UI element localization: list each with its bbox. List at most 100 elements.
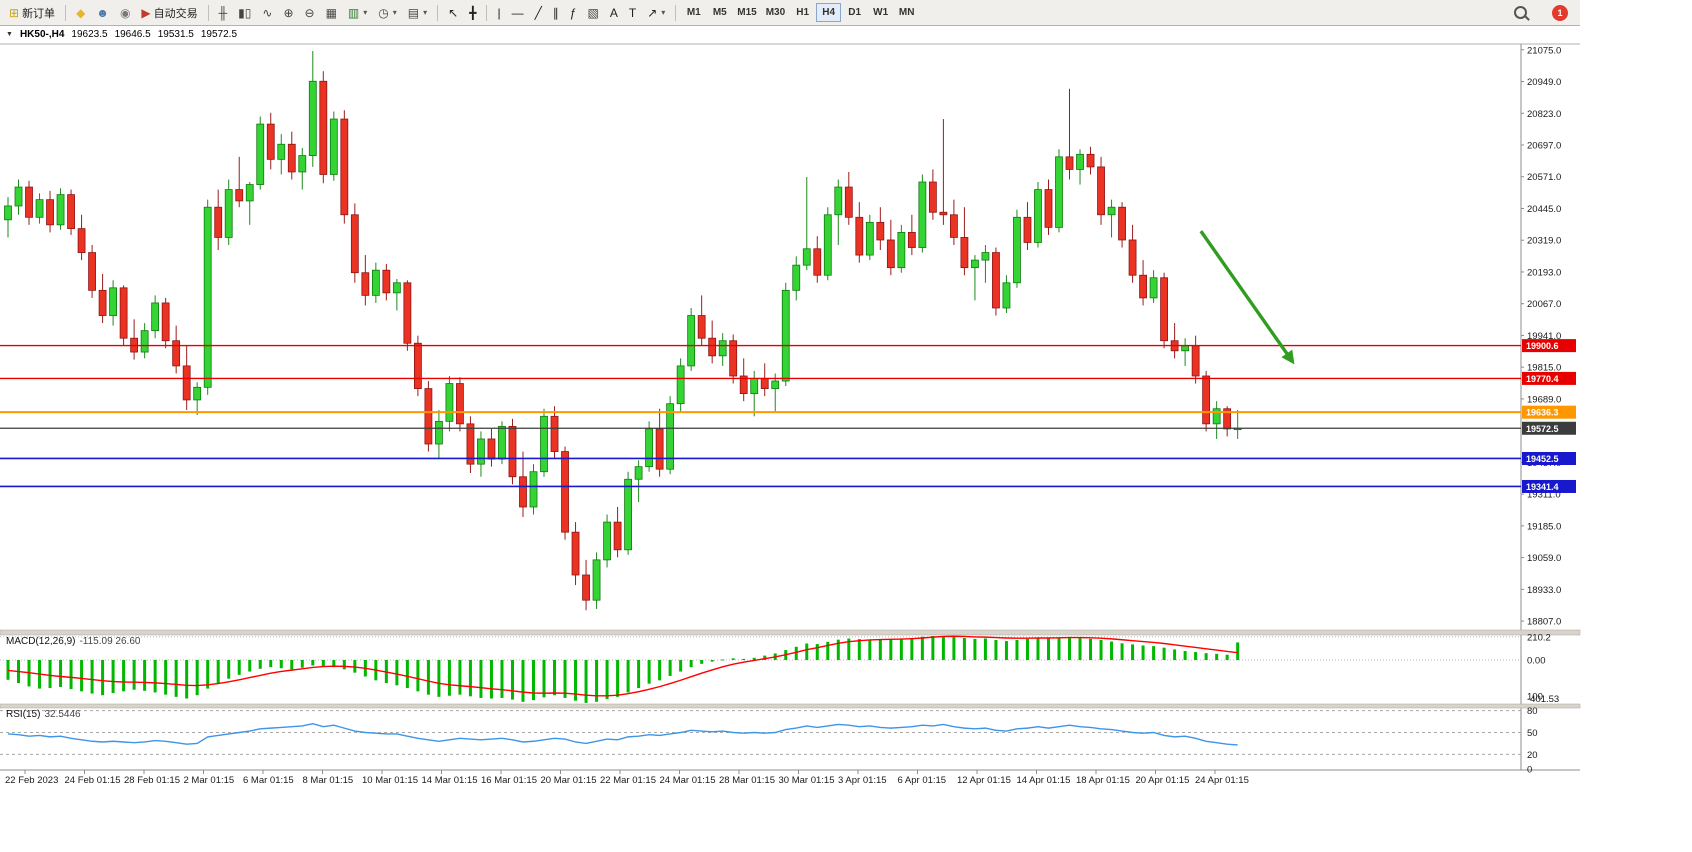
time-axis-label: 30 Mar 01:15 [779,775,835,786]
price-axis[interactable]: 21075.0 20949.0 20823.0 20697.0 20571.0 20445… [1521,45,1561,776]
macd-panel[interactable] [0,636,1521,703]
chart-collapse-icon[interactable]: ▼ [6,31,13,38]
macd-indicator-label[interactable]: MACD(12,26,9) -115.09 26.60 [6,636,140,647]
candle-body [172,340,181,367]
timeframe-button-m15[interactable]: M15 [733,3,760,22]
candle-body [308,80,317,156]
price-axis-label: 21075.0 [1527,45,1561,56]
macd-histogram-bar [153,660,157,693]
macd-histogram-bar [658,660,662,681]
candle-body [992,252,1000,309]
crosshair-button[interactable]: ╋ [464,2,481,23]
macd-histogram-bar [101,660,105,696]
notification-badge[interactable]: 1 [1552,4,1568,21]
macd-histogram-bar [532,660,535,701]
shapes-button[interactable]: ▧ [582,2,603,23]
macd-histogram-bar [1183,650,1187,660]
cursor-button[interactable]: ↖ [443,2,463,23]
symbol-search-button[interactable] [1509,2,1532,23]
templates-button[interactable]: ▤ ▾ [403,2,432,23]
timeframe-button-w1[interactable]: W1 [868,3,893,22]
candle-body [1086,153,1095,168]
candle-body [245,184,254,202]
candle-body [1055,156,1063,228]
annotation-layer [1199,230,1295,365]
candlestick-chart-button[interactable]: ▮▯ [233,2,256,23]
timeframe-button-m5[interactable]: M5 [707,3,732,22]
candle-body [56,194,65,226]
arrows-button[interactable]: ↗ ▾ [642,2,670,23]
macd-histogram-bar [826,641,830,660]
macd-panel-resize-handle[interactable] [0,629,1581,636]
main-chart-area[interactable] [0,46,1521,630]
new-chart-button[interactable]: ▥ ▾ [343,2,372,23]
toolbar-items: ⊞ 新订单 ◆ ☻ ◉ ▶ 自动交易 ╫ ▮▯ ∿ ⊕ ⊖ ▦ ▥ ▾ ◷ ▾ ▤ ▾ ↖ ╋ | — ╱ ∥ ƒ ▧ A T ↗ ▾ M1 M… [4,0,919,25]
label-button[interactable]: T [624,2,641,23]
fibonacci-button[interactable]: ƒ [565,2,582,23]
chart-title-bar: ▼ HK50-,H4 19623.5 19646.5 19531.5 19572… [6,29,237,40]
macd-histogram-bar [132,660,136,690]
autotrading-button[interactable]: ▶ 自动交易 [136,2,202,23]
candle-body [193,386,202,401]
tile-windows-button[interactable]: ▦ [321,2,342,23]
time-axis-label: 6 Mar 01:15 [243,775,294,786]
timeframe-button-h1[interactable]: H1 [790,3,815,22]
candle-body [235,189,244,202]
macd-histogram-bar [80,660,84,692]
macd-histogram-bar [1131,644,1135,660]
zoom-in-button[interactable]: ⊕ [278,2,298,23]
macd-histogram-bar [479,660,483,698]
timeframe-button-d1[interactable]: D1 [842,3,867,22]
macd-histogram-bar [1141,645,1145,660]
timeframe-button-h4[interactable]: H4 [816,3,842,22]
line-chart-button[interactable]: ∿ [257,2,277,23]
candle-body [46,199,54,226]
vertical-line-button[interactable]: | [492,2,505,23]
candle-body [603,521,611,561]
trend-arrow-line[interactable] [1199,230,1290,357]
rsi-panel-resize-handle[interactable] [0,703,1581,709]
time-axis-label: 24 Feb 01:15 [65,775,121,786]
trendline-button[interactable]: ╱ [530,2,547,23]
candle-body [1044,189,1053,228]
candle-body [109,287,117,316]
periods-button[interactable]: ◷ ▾ [373,2,402,23]
macd-histogram-bar [1099,639,1103,660]
macd-histogram-bar [1162,647,1166,660]
rsi-panel[interactable] [0,709,1521,769]
macd-histogram-bar [553,660,557,696]
rsi-axis-label: 20 [1527,750,1538,761]
time-axis[interactable]: 22 Feb 2023 24 Feb 01:15 28 Feb 01:15 2 Mar… [5,770,1249,786]
community-button[interactable]: ◆ [71,2,90,23]
time-axis-label: 14 Apr 01:15 [1017,775,1071,786]
macd-histogram-bar [616,660,620,697]
new-order-button[interactable]: ⊞ 新订单 [4,2,60,23]
macd-histogram-bar [637,660,641,689]
candle-body [813,248,822,276]
timeframe-button-m1[interactable]: M1 [681,3,706,22]
rsi-indicator-label[interactable]: RSI(15) 32.5446 [6,709,81,720]
channel-button[interactable]: ∥ [548,2,564,23]
timeframe-button-m30[interactable]: M30 [762,3,789,22]
candle-body [1128,239,1137,276]
price-axis-label: 18807.0 [1527,617,1561,628]
candle-body [445,383,454,422]
bar-chart-button[interactable]: ╫ [214,2,233,23]
candle-body [1160,277,1168,342]
horizontal-line-button[interactable]: — [507,2,529,23]
macd-histogram-bar [164,660,168,695]
macd-axis-label: -401.53 [1527,694,1559,705]
news-button[interactable]: ◉ [115,2,135,23]
macd-histogram-bar [111,660,115,693]
candle-body [897,232,906,269]
profile-button[interactable]: ☻ [91,2,114,23]
timeframe-button-mn[interactable]: MN [894,3,919,22]
candle-body [67,194,75,230]
candle-body [1212,408,1221,425]
candle-body [676,365,685,405]
candle-body [960,237,969,269]
macd-histogram-bar [143,660,147,691]
zoom-out-button[interactable]: ⊖ [300,2,320,23]
macd-histogram-bar [185,660,189,699]
text-button[interactable]: A [605,2,623,23]
